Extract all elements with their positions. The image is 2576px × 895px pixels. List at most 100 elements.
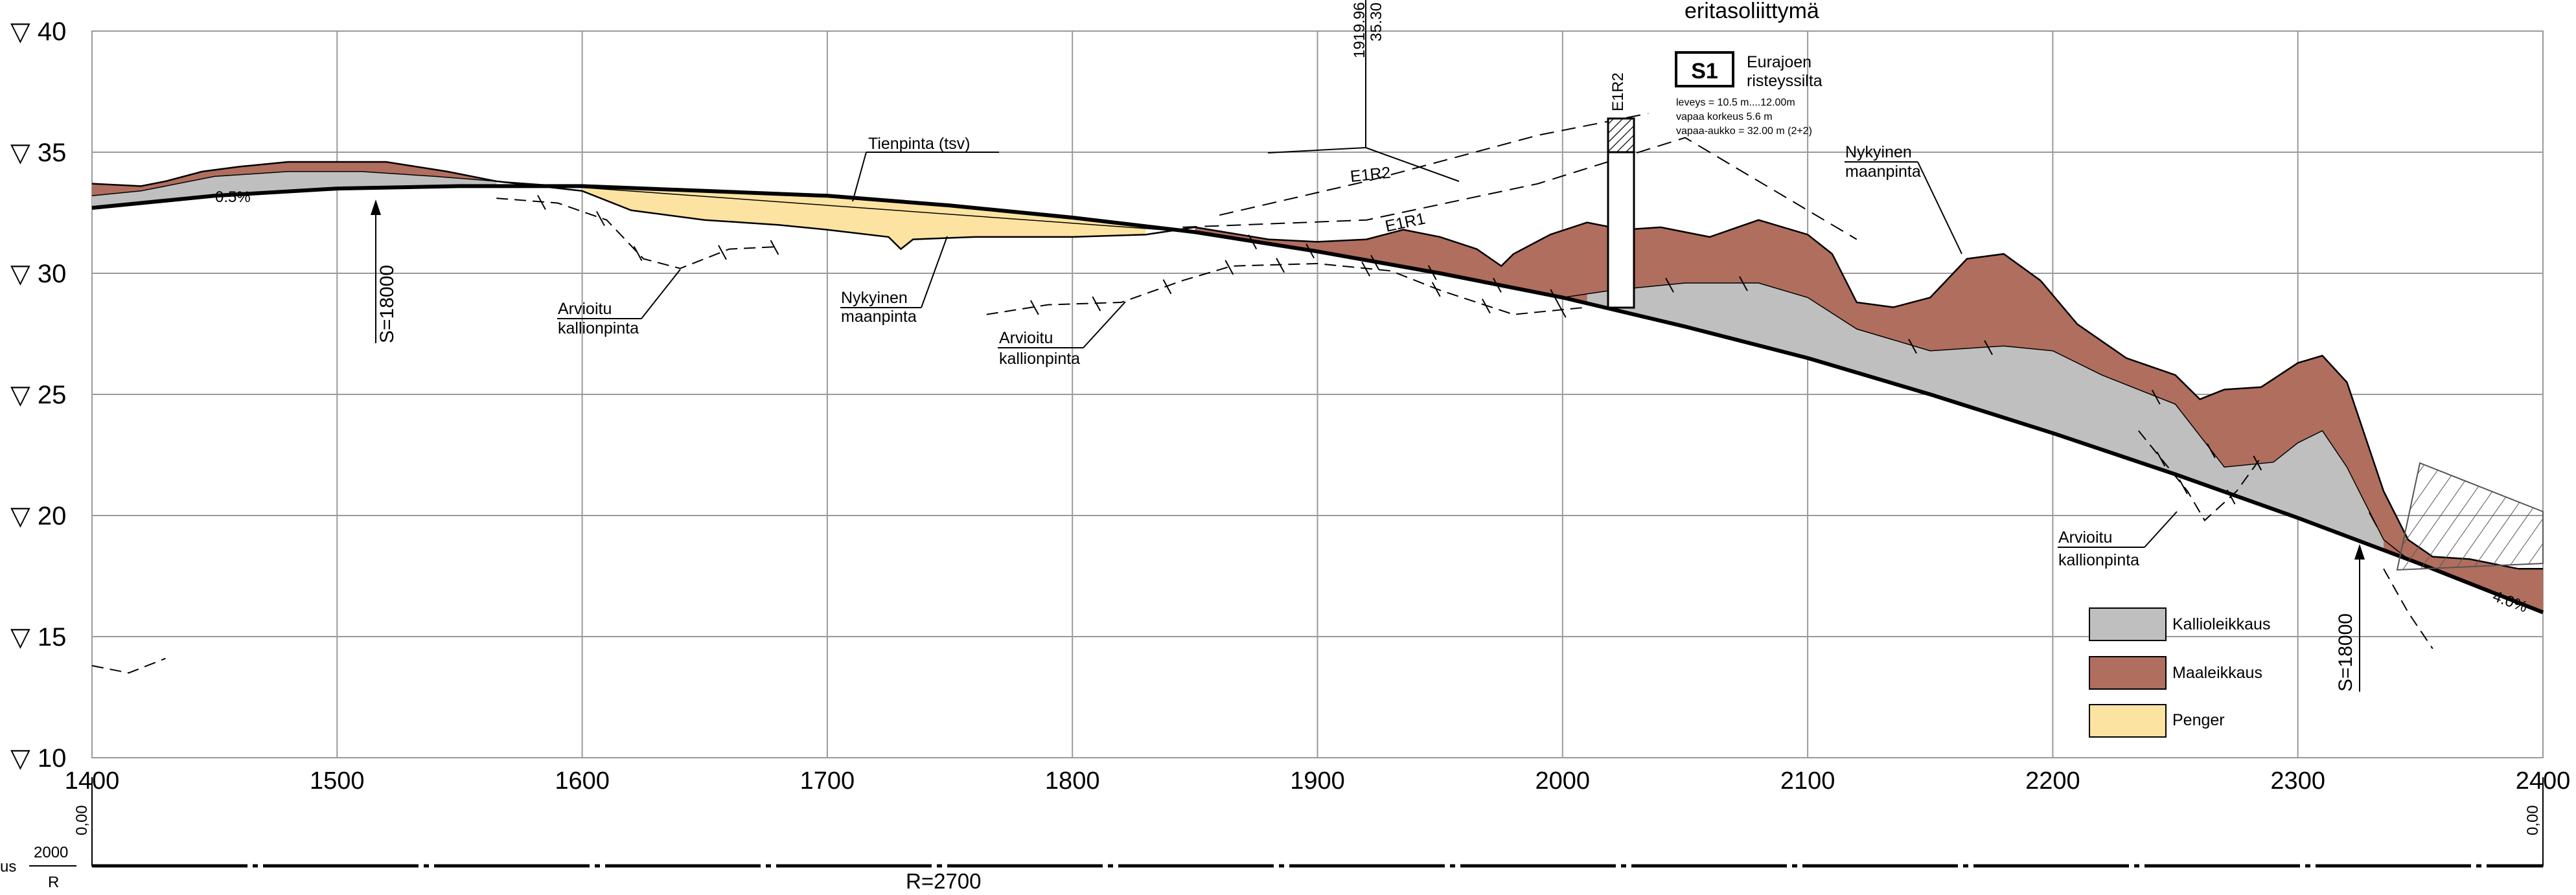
bridge-detail-1: leveys = 10.5 m....12.00m	[1676, 97, 1795, 108]
ramp-e1r2-line	[1219, 113, 1649, 216]
strip-left-cut-label: us	[0, 858, 16, 876]
estimated-rock-label-1a: Arvioitu	[558, 300, 612, 318]
legend-swatch-embankment	[2089, 704, 2167, 738]
plot-frame	[91, 30, 2544, 758]
legend-swatch-rock	[2089, 607, 2167, 641]
y-tick-label: ▽ 15	[10, 623, 66, 651]
annotations: eritasoliittymä S1 Eurajoen risteyssilta…	[215, 0, 2530, 692]
estimated-rock-line	[2383, 568, 2433, 650]
crossing-marker-line	[1267, 147, 1366, 153]
x-tick-label: 1600	[555, 767, 610, 795]
estimated-rock-label-1b: kallionpinta	[558, 319, 639, 337]
bridge-deck-hatch	[1607, 117, 1635, 153]
y-tick-label: ▽ 20	[10, 502, 66, 530]
estimated-rock-label-2a: Arvioitu	[999, 329, 1053, 347]
x-tick-label: 2300	[2270, 767, 2325, 795]
axes: 1400 1500 1600 1700 1800 1900 2000 2100 2200 2300…	[10, 17, 2570, 795]
leader-line	[921, 236, 948, 308]
strip-radius-label: R=2700	[906, 869, 982, 893]
estimated-rock-line	[496, 198, 779, 269]
rock-tick	[1739, 276, 1748, 291]
estimated-rock-line	[2138, 430, 2262, 522]
estimated-rock-line	[91, 657, 166, 674]
existing-ground-label-2b: maanpinta	[1845, 163, 1921, 181]
x-tick-label: 1700	[800, 767, 855, 795]
crossing-station-label: 1919.96	[1351, 2, 1368, 58]
bottom-strip: 0,00 0,00 2000 R us R=2700	[0, 777, 2544, 893]
rock-surface-line	[91, 171, 2409, 560]
y-tick-label: ▽ 35	[10, 139, 66, 167]
rock-tick	[2179, 479, 2188, 495]
legend-label-embankment: Penger	[2172, 711, 2225, 729]
e1r2-vertical-label: E1R2	[1609, 73, 1627, 111]
rock-tick	[770, 240, 779, 255]
rock-tick	[2151, 389, 2161, 405]
rock-tick	[2156, 451, 2166, 467]
strip-r-label: R	[48, 874, 59, 891]
leader-line	[2144, 511, 2178, 548]
x-tick-label: 2200	[2025, 767, 2080, 795]
y-tick-label: ▽ 10	[10, 744, 66, 773]
crossing-height-label: 35.30	[1368, 3, 1385, 41]
rock-tick	[718, 245, 727, 260]
strip-left-value: 0,00	[73, 805, 91, 835]
rock-tick	[1427, 265, 1437, 280]
x-tick-label: 1500	[310, 767, 365, 795]
x-tick-label: 1900	[1290, 767, 1345, 795]
rock-hatch-ticks	[537, 195, 2378, 527]
legend: Kallioleikkaus Maaleikkaus Penger	[2089, 607, 2270, 738]
strip-right-value: 0,00	[2524, 805, 2542, 835]
y-tick-label: ▽ 40	[10, 17, 66, 46]
existing-ground-label-2a: Nykyinen	[1845, 143, 1912, 161]
embankment-area	[582, 186, 1146, 249]
rock-tick	[1370, 255, 1379, 270]
rock-tick	[537, 195, 546, 210]
existing-ground-label-1b: maanpinta	[841, 308, 917, 326]
cut-fill-areas	[92, 162, 2543, 613]
rock-tick	[1665, 277, 1674, 293]
bridge-code: S1	[1691, 59, 1718, 84]
rock-tick	[1493, 277, 1502, 293]
rock-tick	[2206, 443, 2216, 459]
existing-ground-label-1a: Nykyinen	[841, 289, 908, 307]
s-right-arrowhead	[2354, 544, 2365, 560]
y-tick-label: ▽ 25	[10, 381, 66, 409]
profile-lines	[91, 113, 2544, 674]
crossing-marker-line	[1365, 147, 1460, 182]
rock-tick	[633, 246, 643, 261]
leader-line	[641, 269, 681, 319]
rock-tick	[1482, 299, 1491, 314]
rock-tick	[1550, 289, 1559, 304]
bridge-name-line-1: Eurajoen	[1747, 53, 1811, 71]
ramp-e1r2-label: E1R2	[1350, 164, 1392, 186]
legend-label-rock: Kallioleikkaus	[2172, 615, 2270, 633]
rock-tick	[1029, 300, 1039, 315]
end-slope-hatch	[2396, 462, 2544, 571]
rock-tick	[1092, 296, 1101, 312]
rock-tick	[1276, 258, 1285, 273]
rock-tick	[1225, 260, 1234, 275]
leader-line	[1083, 301, 1126, 348]
legend-swatch-soil	[2089, 656, 2167, 690]
rock-tick	[2253, 455, 2262, 471]
x-tick-label: 2100	[1780, 767, 1835, 795]
s-left-label: S=18000	[376, 265, 398, 343]
leader-line	[1917, 161, 1962, 255]
leader-line	[852, 152, 867, 202]
s-left-arrowhead	[371, 199, 381, 215]
estimated-rock-label-3b: kallionpinta	[2058, 551, 2139, 569]
road-surface-line	[91, 184, 2544, 615]
s-right-label: S=18000	[2335, 613, 2356, 692]
rock-tick	[1305, 244, 1315, 259]
rock-cut-area	[92, 171, 2384, 550]
rock-tick	[1908, 339, 1917, 354]
rock-tick	[1361, 261, 1371, 277]
bridge-detail-2: vapaa korkeus 5.6 m	[1676, 111, 1773, 122]
x-tick-label: 1800	[1045, 767, 1100, 795]
bridge-structures	[1267, 0, 2544, 571]
x-tick-label: 2000	[1535, 767, 1591, 795]
rock-tick	[1984, 340, 1993, 356]
bridge-detail-3: vapaa-aukko = 32.00 m (2+2)	[1676, 126, 1812, 137]
ramp-e1r1-label: E1R1	[1383, 209, 1427, 235]
